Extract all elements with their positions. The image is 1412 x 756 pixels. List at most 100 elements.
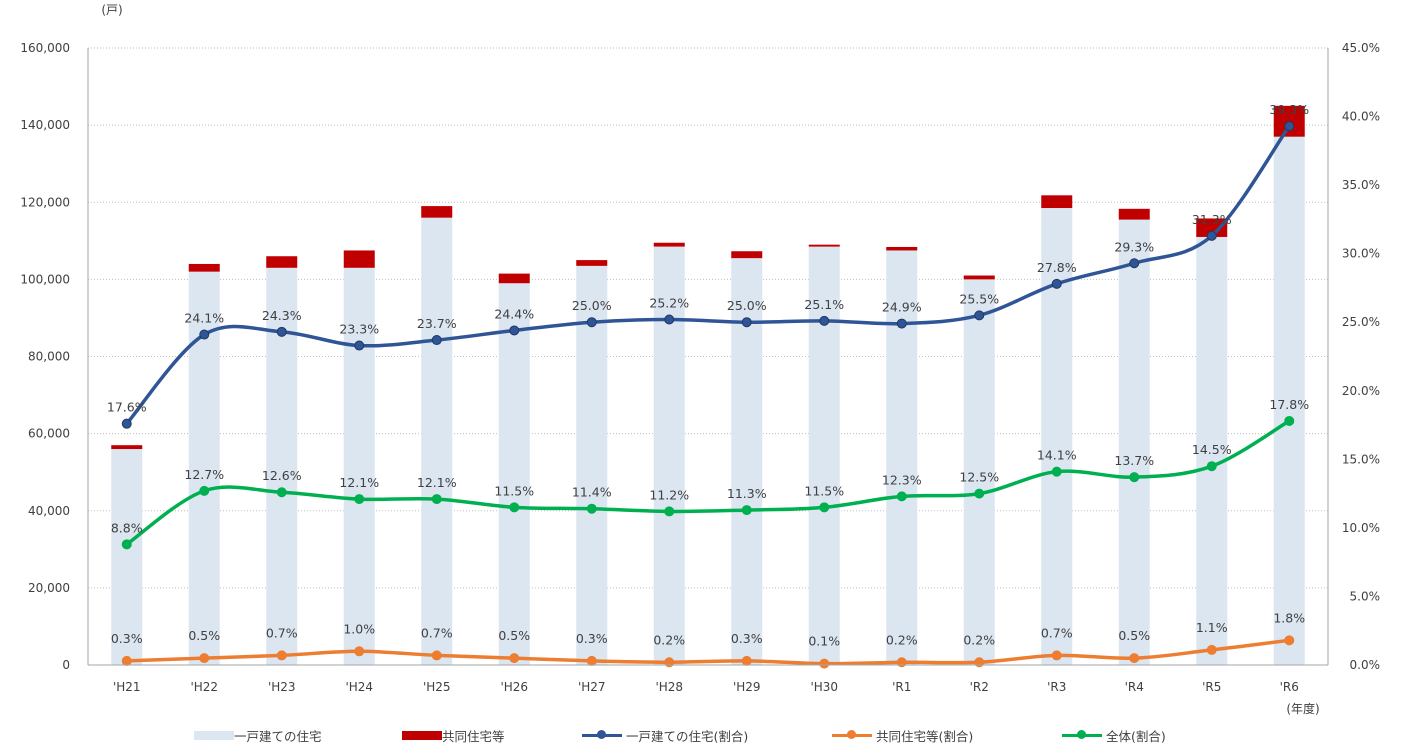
line-marker	[741, 505, 752, 516]
line-marker	[819, 315, 830, 326]
line-marker	[431, 650, 442, 661]
x-tick-label: 'H28	[655, 680, 683, 694]
data-label: 39.3%	[1269, 102, 1309, 117]
data-label: 0.1%	[808, 634, 840, 649]
data-label: 12.7%	[184, 467, 224, 482]
y-left-tick-label: 80,000	[28, 350, 70, 364]
legend-key	[398, 729, 442, 741]
data-label: 24.3%	[262, 308, 302, 323]
data-label: 13.7%	[1114, 453, 1154, 468]
data-label: 12.1%	[417, 475, 457, 490]
data-label: 11.3%	[727, 486, 767, 501]
line-marker	[121, 418, 132, 429]
bar-detached-house	[1041, 208, 1073, 666]
data-label: 12.6%	[262, 468, 302, 483]
line-marker	[354, 340, 365, 351]
line-marker	[1051, 466, 1062, 477]
y-left-tick-label: 40,000	[28, 504, 70, 518]
data-label: 11.5%	[804, 483, 844, 498]
legend-label: 共同住宅等	[442, 728, 505, 744]
line-marker	[896, 491, 907, 502]
data-label: 23.7%	[417, 316, 457, 331]
data-label: 14.5%	[1192, 442, 1232, 457]
x-tick-label: 'H25	[423, 680, 451, 694]
data-label: 0.3%	[731, 631, 763, 646]
data-label: 24.4%	[494, 306, 534, 321]
line-marker	[741, 655, 752, 666]
line-marker	[664, 314, 675, 325]
line-marker	[199, 653, 210, 664]
y-right-tick-label: 10.0%	[1342, 521, 1380, 535]
line-marker	[586, 655, 597, 666]
data-label: 1.8%	[1273, 610, 1305, 625]
left-axis-unit: (戸)	[101, 3, 122, 17]
y-right-tick-label: 5.0%	[1350, 589, 1381, 603]
x-tick-label: 'H26	[500, 680, 528, 694]
data-label: 25.0%	[572, 298, 612, 313]
x-tick-label: 'H22	[190, 680, 218, 694]
data-label: 11.2%	[649, 487, 689, 502]
legend-key	[1062, 729, 1102, 741]
data-label: 8.8%	[111, 520, 143, 535]
x-tick-label: 'R4	[1125, 680, 1144, 694]
data-label: 24.1%	[184, 311, 224, 326]
data-label: 12.1%	[339, 475, 379, 490]
data-label: 23.3%	[339, 322, 379, 337]
line-marker	[1284, 415, 1295, 426]
bar-detached-house	[111, 449, 143, 665]
line-marker	[741, 317, 752, 328]
data-label: 0.7%	[266, 625, 298, 640]
y-right-tick-label: 0.0%	[1350, 658, 1381, 672]
data-label: 0.5%	[498, 628, 530, 643]
bar-detached-house	[1196, 236, 1228, 666]
data-label: 27.8%	[1037, 260, 1077, 275]
bar-apartment	[498, 273, 530, 284]
x-tick-label: 'R5	[1202, 680, 1221, 694]
line-marker	[431, 335, 442, 346]
bar-apartment	[731, 251, 763, 259]
data-label: 11.4%	[572, 485, 612, 500]
y-left-tick-label: 160,000	[20, 41, 70, 55]
x-tick-label: 'R1	[892, 680, 911, 694]
line-marker	[1051, 650, 1062, 661]
line-marker	[509, 653, 520, 664]
line-marker	[354, 646, 365, 657]
legend: 一戸建ての住宅 共同住宅等 一戸建ての住宅(割合) 共同住宅等(割合) 全体(割…	[0, 724, 1412, 748]
line-marker	[896, 318, 907, 329]
line-marker	[276, 326, 287, 337]
legend-item-apartment-ratio: 共同住宅等(割合)	[832, 724, 973, 746]
line-marker	[199, 485, 210, 496]
data-label: 0.7%	[1041, 625, 1073, 640]
line-marker	[1129, 258, 1140, 269]
y-right-tick-label: 35.0%	[1342, 178, 1380, 192]
legend-key	[582, 729, 622, 741]
data-label: 12.5%	[959, 470, 999, 485]
y-right-tick-label: 40.0%	[1342, 110, 1380, 124]
bar-apartment	[808, 244, 840, 247]
line-total-ratio	[125, 419, 1291, 546]
y-right-tick-label: 20.0%	[1342, 384, 1380, 398]
y-left-tick-label: 140,000	[20, 118, 70, 132]
data-label: 25.1%	[804, 297, 844, 312]
x-tick-label: 'H21	[113, 680, 141, 694]
x-tick-label: 'H24	[345, 680, 373, 694]
bar-apartment	[963, 275, 995, 280]
y-left-tick-label: 0	[62, 658, 70, 672]
x-tick-label: 'H30	[810, 680, 838, 694]
data-labels: 17.6% 24.1% 24.3% 23.3% 23.7% 24.4% 25.0% 25.2%…	[107, 102, 1309, 648]
line-marker	[974, 310, 985, 321]
legend-item-detached-ratio: 一戸建ての住宅(割合)	[582, 724, 748, 746]
data-label: 29.3%	[1114, 239, 1154, 254]
data-label: 25.2%	[649, 295, 689, 310]
bar-apartment	[111, 445, 143, 450]
line-marker	[276, 487, 287, 498]
legend-label: 全体(割合)	[1106, 728, 1166, 744]
line-marker	[509, 325, 520, 336]
line-marker	[586, 503, 597, 514]
line-marker	[431, 494, 442, 505]
line-marker	[1129, 653, 1140, 664]
data-label: 31.3%	[1192, 212, 1232, 227]
y-left-tick-label: 100,000	[20, 272, 70, 286]
line-marker	[121, 655, 132, 666]
line-marker	[199, 329, 210, 340]
